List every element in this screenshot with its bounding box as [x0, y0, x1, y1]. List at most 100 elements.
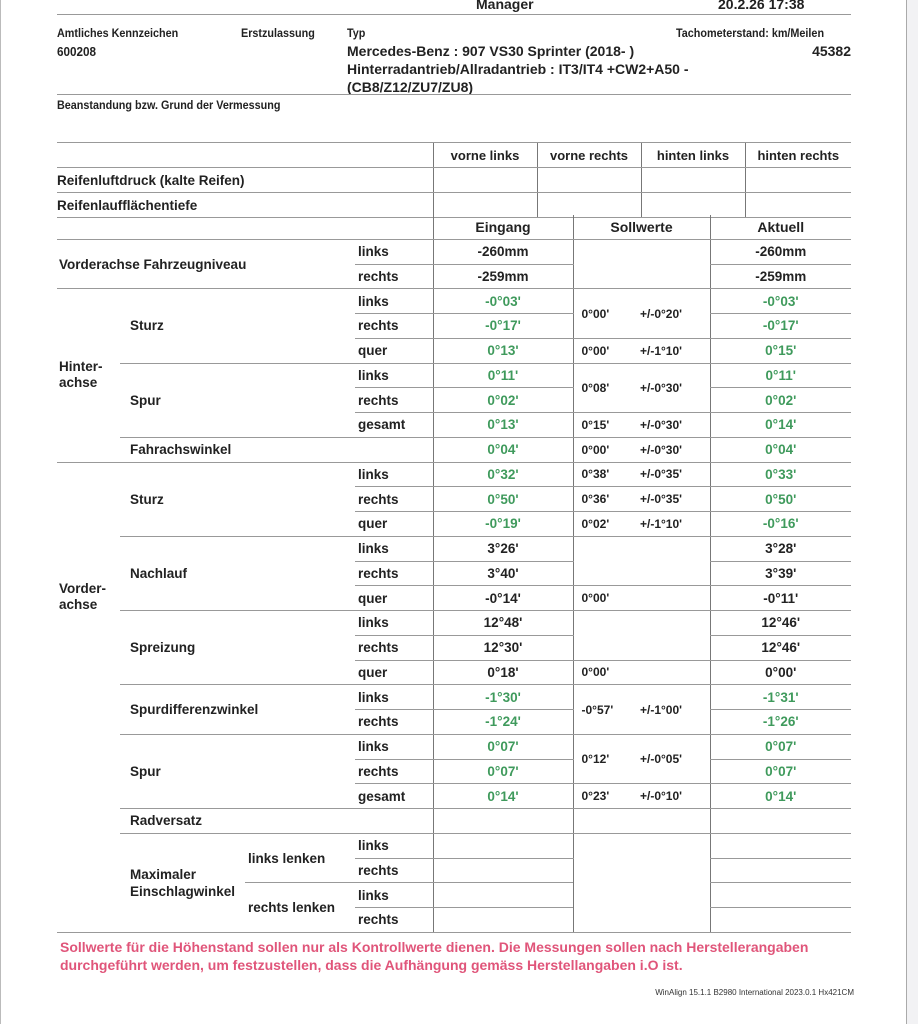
item-label: Sturz	[120, 288, 355, 364]
soll-tolerance: +/-1°10'	[640, 511, 710, 537]
tire-pressure-row: Reifenluftdruck (kalte Reifen)	[57, 167, 851, 193]
aktuell-value: -1°26'	[709, 709, 851, 735]
side-label: quer	[355, 585, 433, 611]
item-label: Vorderachse Fahrzeugniveau	[57, 239, 355, 290]
eingang-value	[432, 907, 573, 933]
measurement-row: Maximaler Einschlagwinkel links lenken lin…	[57, 833, 851, 933]
eingang-value	[432, 808, 573, 834]
tire-header-row: vorne links vorne rechts hinten links hi…	[57, 142, 851, 168]
soll-tolerance: +/-0°30'	[640, 437, 710, 463]
item-label: Radversatz	[120, 808, 355, 834]
footer-note: Sollwerte für die Höhenstand sollen nur …	[60, 939, 809, 973]
aktuell-value	[709, 882, 851, 908]
soll-tolerance: +/-0°05'	[640, 734, 710, 785]
soll-value: 0°00'	[572, 660, 640, 686]
divider	[57, 14, 851, 15]
soll-value: 0°00'	[572, 288, 640, 339]
measurement-row: rechts 12°30' 12°46'	[57, 635, 851, 661]
measurement-row: Spurdifferenzwinkel links -1°30' -0°57' +/-1…	[57, 684, 851, 735]
tire-pressure-label: Reifenluftdruck (kalte Reifen)	[57, 167, 433, 193]
eingang-value: 0°07'	[432, 759, 573, 785]
soll-tolerance: +/-1°00'	[640, 684, 710, 735]
aktuell-value	[709, 808, 851, 834]
aktuell-value: 0°04'	[709, 437, 851, 463]
odometer-value: 45382	[812, 43, 851, 59]
measurement-row: rechts 0°02' 0°02'	[57, 387, 851, 413]
soll-tolerance	[640, 585, 710, 611]
eingang-value: 0°32'	[432, 462, 573, 488]
eingang-value: 0°13'	[432, 412, 573, 438]
tire-col-vorne-links: vorne links	[432, 142, 537, 168]
item-label: Fahrachswinkel	[120, 437, 355, 463]
divider	[57, 94, 851, 95]
steer-direction-label: links lenken	[245, 833, 355, 884]
soll-tolerance	[640, 610, 710, 661]
measurement-row: Vorderachse Fahrzeugniveau links -260mm -26…	[57, 239, 851, 290]
item-label: Nachlauf	[120, 536, 355, 612]
measurement-row: rechts -0°17' -0°17'	[57, 313, 851, 339]
aktuell-value: 0°15'	[709, 338, 851, 364]
aktuell-value: -0°16'	[709, 511, 851, 537]
side-label: rechts	[355, 907, 433, 933]
measurement-row: gesamt 0°13' 0°15' +/-0°30' 0°14'	[57, 412, 851, 438]
eingang-value: 0°02'	[432, 387, 573, 413]
soll-value	[572, 610, 640, 661]
page-margin	[906, 0, 918, 1024]
measurement-row: rechts 0°07' 0°07'	[57, 759, 851, 785]
side-label: links	[355, 734, 433, 760]
measurement-row: rechts -1°24' -1°26'	[57, 709, 851, 735]
tread-depth-label: Reifenlaufflächentiefe	[57, 192, 433, 218]
tire-col-vorne-rechts: vorne rechts	[536, 142, 641, 168]
eingang-value: 12°48'	[432, 610, 573, 636]
measurement-row: quer 0°13' 0°00' +/-1°10' 0°15'	[57, 338, 851, 364]
tire-table: vorne links vorne rechts hinten links hi…	[57, 142, 851, 218]
registration-label: Erstzulassung	[241, 26, 315, 40]
soll-tolerance: +/-0°30'	[640, 363, 710, 413]
soll-value: 0°36'	[572, 486, 640, 512]
eingang-value: 12°30'	[432, 635, 573, 661]
tire-pressure-vl	[432, 167, 537, 193]
tire-pressure-hl	[640, 167, 745, 193]
eingang-value: 3°40'	[432, 561, 573, 587]
aktuell-value: -259mm	[709, 264, 851, 290]
soll-value: 0°00'	[572, 585, 640, 611]
aktuell-value: -1°31'	[709, 684, 851, 710]
tread-depth-hr	[744, 192, 851, 218]
aktuell-value: -0°11'	[709, 585, 851, 611]
side-label: links	[355, 684, 433, 710]
measurement-row: Spur links 0°11' 0°08' +/-0°30' 0°11'	[57, 363, 851, 438]
soll-tolerance: +/-0°35'	[640, 462, 710, 488]
aktuell-value: 0°02'	[709, 387, 851, 413]
report-label: Manager	[476, 0, 534, 12]
aktuell-value	[709, 833, 851, 859]
measurement-row: Radversatz	[57, 808, 851, 834]
eingang-value: -0°14'	[432, 585, 573, 611]
complaint-label: Beanstandung bzw. Grund der Vermessung	[57, 98, 281, 112]
soll-tolerance: +/-0°30'	[640, 412, 710, 438]
aktuell-value	[709, 907, 851, 933]
aktuell-value: 0°33'	[709, 462, 851, 488]
type-line-2: Hinterradantrieb/Allradantrieb : IT3/IT4…	[347, 61, 689, 77]
measurement-row: Nachlauf links 3°26' 3°28'	[57, 536, 851, 612]
tread-depth-hl	[640, 192, 745, 218]
aktuell-value: 0°14'	[709, 783, 851, 809]
aktuell-value: -260mm	[709, 239, 851, 265]
type-line-3: (CB8/Z12/ZU7/ZU8)	[347, 79, 474, 95]
side-label: rechts	[355, 387, 433, 413]
tire-col-hinten-rechts: hinten rechts	[744, 142, 851, 168]
soll-value: 0°00'	[572, 437, 640, 463]
report-datetime: 20.2.26 17:38	[718, 0, 805, 12]
soll-value: 0°00'	[572, 338, 640, 364]
eingang-value: 3°26'	[432, 536, 573, 562]
side-label: links	[355, 536, 433, 562]
side-label: rechts	[355, 264, 433, 290]
side-label: gesamt	[355, 783, 433, 809]
header-aktuell: Aktuell	[709, 215, 851, 240]
soll-tolerance: +/-0°20'	[640, 288, 710, 339]
side-label: quer	[355, 511, 433, 537]
item-label: Spur	[120, 734, 355, 810]
software-version: WinAlign 15.1.1 B2980 International 2023…	[655, 988, 854, 997]
steer-direction-label: rechts lenken	[245, 882, 355, 933]
aktuell-value: 12°46'	[709, 610, 851, 636]
aktuell-value: 0°00'	[709, 660, 851, 686]
